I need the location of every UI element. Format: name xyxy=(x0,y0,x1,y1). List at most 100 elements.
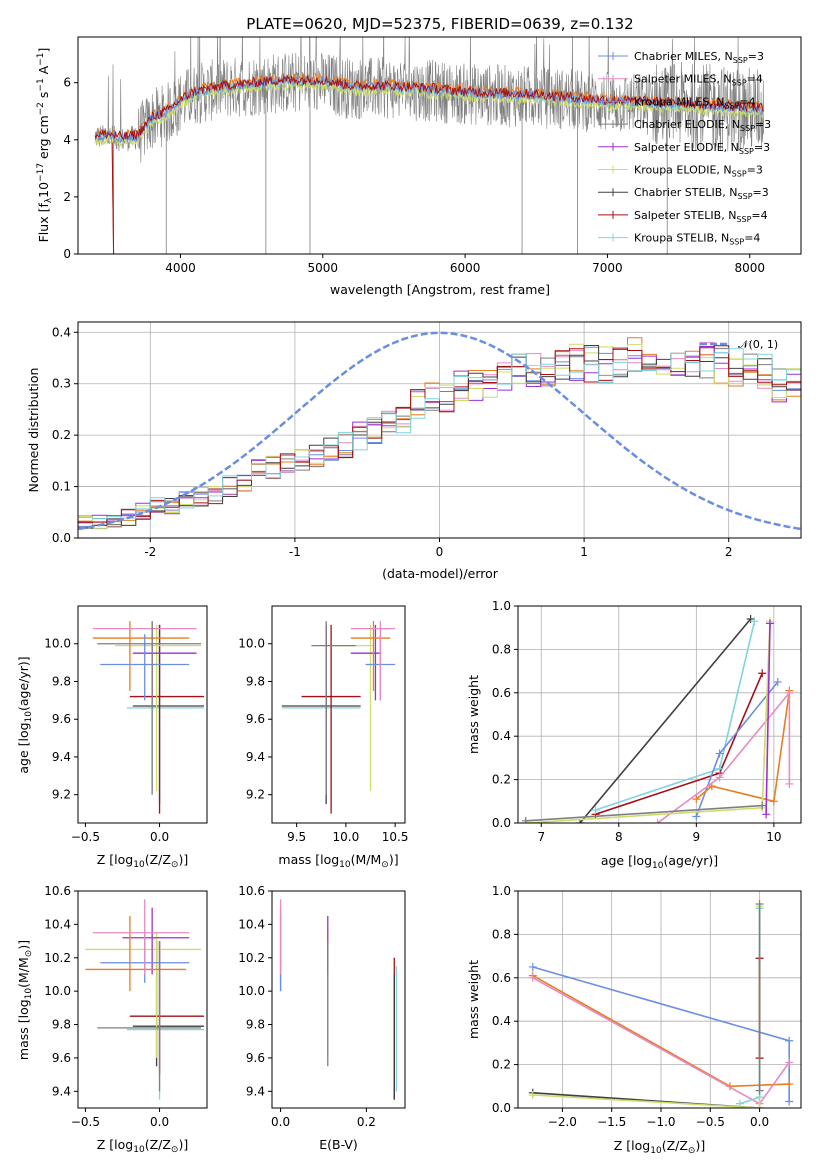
legend-sub: SSP xyxy=(740,124,755,133)
y-tick-label: 9.8 xyxy=(246,674,265,688)
legend-label: Salpeter ELODIE, NSSP=3 xyxy=(634,141,770,156)
errorbar-point xyxy=(350,624,381,701)
legend-label: Chabrier STELIB, NSSP=3 xyxy=(634,186,769,201)
y-tick-label: 10.0 xyxy=(238,984,265,998)
weight-marker xyxy=(755,1104,764,1108)
age-vs-mass-panel: 9.5 10.0 10.5 9.2 9.4 9.6 9.8 10.0 mass [log10(M… xyxy=(238,605,409,870)
label-part: ⊙ xyxy=(24,950,34,958)
legend-text: Chabrier STELIB, N xyxy=(634,186,738,199)
weight-marker xyxy=(785,1058,794,1067)
errorbar-point xyxy=(350,621,391,691)
legend-entry: Chabrier ELODIE, NSSP=3 xyxy=(598,118,771,133)
weight-marker xyxy=(755,1086,764,1095)
legend-tail: =3 xyxy=(747,164,763,177)
plot-area xyxy=(518,606,801,823)
legend-label: Kroupa ELODIE, NSSP=3 xyxy=(634,164,763,179)
legend-tail: =3 xyxy=(754,141,770,154)
label-part: )] xyxy=(695,1138,705,1153)
label-part: 10 xyxy=(24,988,34,1000)
y-tick-label: 9.6 xyxy=(246,1051,265,1065)
y-tick-label: 0.2 xyxy=(492,773,511,787)
axes-frame xyxy=(271,890,406,1109)
x-tick-label: 7000 xyxy=(592,261,623,275)
errorbar-point xyxy=(100,634,190,701)
label-part: ⊙ xyxy=(381,860,389,870)
label-part: −2 xyxy=(36,102,46,115)
legend-entry: Chabrier STELIB, NSSP=3 xyxy=(598,186,769,201)
legend-entry: Kroupa STELIB, NSSP=4 xyxy=(598,232,760,247)
label-part: mass [log xyxy=(278,852,339,867)
x-tick-label: 10.0 xyxy=(333,830,360,844)
errorbar-point xyxy=(132,941,205,1067)
label-part: 10 xyxy=(650,1146,662,1156)
weight-marker xyxy=(785,779,794,788)
weight-marker xyxy=(758,669,767,678)
errorbar-point xyxy=(92,899,190,975)
y-tick-label: 0.6 xyxy=(492,971,511,985)
label-part: 10 xyxy=(133,860,145,870)
x-axis-label: mass [log10(M/M⊙)] xyxy=(278,852,398,870)
legend-sub: SSP xyxy=(729,238,744,247)
legend-sub: SSP xyxy=(732,170,747,179)
label-part: −1 xyxy=(36,53,46,66)
y-tick-label: 0.4 xyxy=(492,729,511,743)
x-tick-label: 0.0 xyxy=(150,830,169,844)
plot-area xyxy=(92,621,205,814)
y-tick-label: 0.8 xyxy=(492,642,511,656)
label-part: Flux [f xyxy=(36,203,51,243)
y-tick-label: 0 xyxy=(63,247,71,261)
errorbar-point xyxy=(132,624,197,701)
weight-marker xyxy=(591,805,600,814)
y-tick-label: 4 xyxy=(63,133,71,147)
label-part: ⊙ xyxy=(171,860,179,870)
y-tick-label: 2 xyxy=(63,190,71,204)
legend-text: Chabrier ELODIE, N xyxy=(634,118,740,131)
y-tick-label: 10.6 xyxy=(238,884,265,898)
legend-tail: =3 xyxy=(753,186,769,199)
label-part: −1 xyxy=(36,78,46,91)
weight-series xyxy=(695,681,779,817)
legend-text: Kroupa MILES, N xyxy=(634,95,724,108)
x-axis-label: Z [log10(Z/Z⊙)] xyxy=(97,1137,188,1155)
label-part: (M/M xyxy=(16,957,31,988)
y-tick-label: 0.0 xyxy=(492,816,511,830)
x-tick-label: 0.2 xyxy=(357,1115,376,1129)
x-tick-label: −1.5 xyxy=(597,1115,626,1129)
weight-marker xyxy=(765,619,774,628)
weight-marker xyxy=(755,900,764,909)
errorbar-point xyxy=(129,941,205,1075)
weight-marker xyxy=(528,973,537,982)
label-part: A xyxy=(36,65,51,78)
label-part: (age/yr)] xyxy=(16,656,31,711)
observed-spectrum xyxy=(94,37,765,163)
y-tick-label: 10.2 xyxy=(238,951,265,965)
errorbar-point xyxy=(132,624,205,805)
weight-series xyxy=(695,690,791,803)
legend-label: Kroupa STELIB, NSSP=4 xyxy=(634,232,760,247)
weight-marker xyxy=(785,688,794,697)
y-tick-label: 9.6 xyxy=(52,1051,71,1065)
legend-label: Salpeter MILES, NSSP=4 xyxy=(634,73,763,88)
y-tick-label: 0.0 xyxy=(492,1101,511,1115)
axes-frame xyxy=(271,605,406,824)
y-axis-label: age [log10(age/yr)] xyxy=(16,656,34,773)
y-tick-label: 10.4 xyxy=(44,917,71,931)
y-tick-label: 9.2 xyxy=(52,788,71,802)
weight-marker xyxy=(785,1097,794,1106)
label-part: 10 xyxy=(339,860,351,870)
legend-sub: SSP xyxy=(739,147,754,156)
x-tick-label: −1.0 xyxy=(646,1115,675,1129)
y-tick-label: 9.8 xyxy=(246,1018,265,1032)
y-tick-label: 9.4 xyxy=(52,750,71,764)
y-tick-label: 9.4 xyxy=(246,750,265,764)
legend-tail: =3 xyxy=(755,118,771,131)
y-tick-label: 9.4 xyxy=(246,1084,265,1098)
plot-area xyxy=(279,899,398,1100)
x-tick-label: 0.0 xyxy=(150,1115,169,1129)
weight-marker xyxy=(758,801,767,810)
mass-vs-EBV-panel: 0.0 0.2 9.4 9.6 9.8 10.0 10.2 10.4 10.6 E(B-V) xyxy=(238,884,406,1152)
weight-marker xyxy=(521,816,530,823)
legend-sub: SSP xyxy=(724,101,739,110)
label-part: age [log xyxy=(601,853,652,868)
